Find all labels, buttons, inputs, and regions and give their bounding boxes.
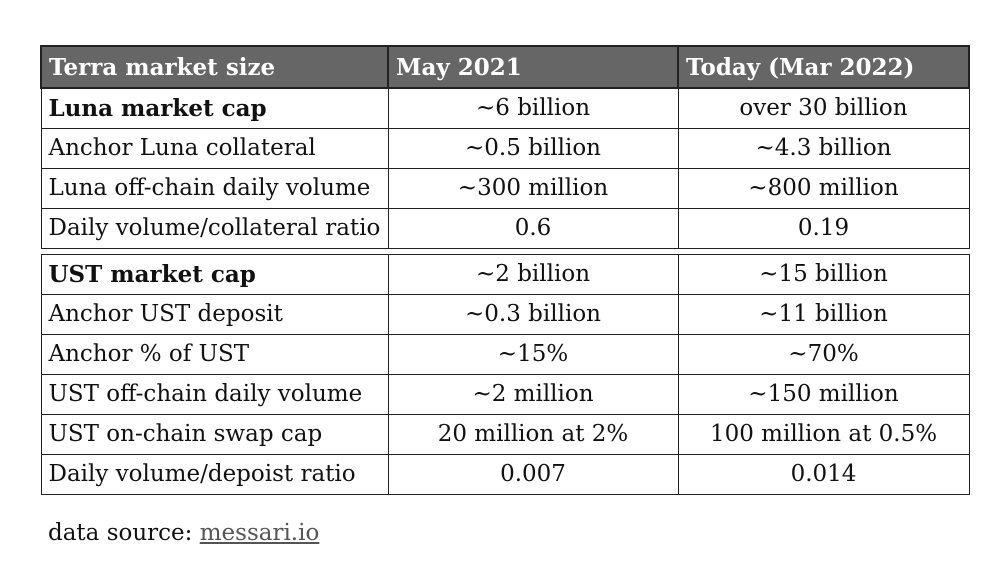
row-may-2021-value: ~2 million <box>387 373 679 415</box>
table-row: UST market cap ~2 billion ~15 billion <box>40 253 970 295</box>
row-may-2021-value: ~6 billion <box>387 87 679 129</box>
table-header: Terra market size May 2021 Today (Mar 20… <box>40 45 970 89</box>
row-may-2021-value: ~0.5 billion <box>387 127 679 169</box>
row-may-2021-value: 0.6 <box>387 207 679 249</box>
row-may-2021-value: ~300 million <box>387 167 679 209</box>
header-metric: Terra market size <box>40 45 389 89</box>
row-today-value: ~4.3 billion <box>677 127 970 169</box>
row-today-value: ~11 billion <box>677 293 970 335</box>
row-today-value: 0.19 <box>677 207 970 249</box>
table-row: Luna market cap ~6 billion over 30 billion <box>40 87 970 129</box>
row-label: Daily volume/collateral ratio <box>40 207 389 249</box>
table-body: Luna market cap ~6 billion over 30 billion… <box>40 87 970 495</box>
row-today-value: ~70% <box>677 333 970 375</box>
row-may-2021-value: 0.007 <box>387 453 679 495</box>
data-source-link[interactable]: messari.io <box>199 520 320 546</box>
row-today-value: 100 million at 0.5% <box>677 413 970 455</box>
row-today-value: 0.014 <box>677 453 970 495</box>
table-row: Luna off-chain daily volume ~300 million ~… <box>40 167 970 209</box>
row-may-2021-value: 20 million at 2% <box>387 413 679 455</box>
row-today-value: ~800 million <box>677 167 970 209</box>
row-today-value: over 30 billion <box>677 87 970 129</box>
header-may-2021: May 2021 <box>387 45 679 89</box>
table-row: UST off-chain daily volume ~2 million ~150… <box>40 373 970 415</box>
market-size-table-container: Terra market size May 2021 Today (Mar 20… <box>40 45 970 495</box>
row-today-value: ~15 billion <box>677 253 970 295</box>
table-row: Anchor % of UST ~15% ~70% <box>40 333 970 375</box>
row-today-value: ~150 million <box>677 373 970 415</box>
table-row: Daily volume/depoist ratio 0.007 0.014 <box>40 453 970 495</box>
row-label: UST off-chain daily volume <box>40 373 389 415</box>
table-row: Anchor Luna collateral ~0.5 billion ~4.3 b… <box>40 127 970 169</box>
row-label: UST on-chain swap cap <box>40 413 389 455</box>
row-label: Luna market cap <box>40 87 389 129</box>
row-may-2021-value: ~0.3 billion <box>387 293 679 335</box>
row-label: Anchor UST deposit <box>40 293 389 335</box>
header-today: Today (Mar 2022) <box>677 45 970 89</box>
row-label: UST market cap <box>40 253 389 295</box>
terra-market-size-table: Terra market size May 2021 Today (Mar 20… <box>40 45 970 495</box>
row-may-2021-value: ~2 billion <box>387 253 679 295</box>
row-label: Luna off-chain daily volume <box>40 167 389 209</box>
table-row: Anchor UST deposit ~0.3 billion ~11 billio… <box>40 293 970 335</box>
row-label: Anchor Luna collateral <box>40 127 389 169</box>
data-source-prefix: data source: <box>48 520 200 546</box>
row-label: Anchor % of UST <box>40 333 389 375</box>
row-label: Daily volume/depoist ratio <box>40 453 389 495</box>
table-row: UST on-chain swap cap 20 million at 2% 100… <box>40 413 970 455</box>
data-source-note: data source: messari.io <box>48 520 319 546</box>
table-row: Daily volume/collateral ratio 0.6 0.19 <box>40 207 970 249</box>
row-may-2021-value: ~15% <box>387 333 679 375</box>
header-row: Terra market size May 2021 Today (Mar 20… <box>40 45 970 89</box>
